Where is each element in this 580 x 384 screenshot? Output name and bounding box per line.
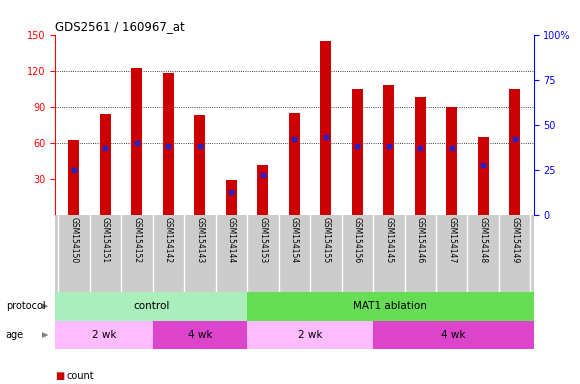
Text: GSM154147: GSM154147 <box>447 217 456 263</box>
Bar <box>55 292 247 321</box>
Bar <box>226 180 237 215</box>
Text: GSM154149: GSM154149 <box>510 217 519 263</box>
Bar <box>373 321 534 349</box>
Text: GSM154145: GSM154145 <box>385 217 393 263</box>
Text: MAT1 ablation: MAT1 ablation <box>353 301 427 311</box>
Bar <box>258 164 269 215</box>
Text: control: control <box>133 301 169 311</box>
Bar <box>509 89 520 215</box>
Text: GSM154150: GSM154150 <box>70 217 78 263</box>
Bar <box>55 321 153 349</box>
Text: count: count <box>67 371 95 381</box>
Text: age: age <box>6 330 24 340</box>
Text: GSM154148: GSM154148 <box>478 217 488 263</box>
Bar <box>153 321 247 349</box>
Text: GSM154156: GSM154156 <box>353 217 362 263</box>
Text: 2 wk: 2 wk <box>298 330 322 340</box>
Text: GSM154151: GSM154151 <box>101 217 110 263</box>
Text: 2 wk: 2 wk <box>92 330 116 340</box>
Bar <box>320 41 331 215</box>
Bar <box>415 97 426 215</box>
Bar <box>68 141 79 215</box>
Text: ■: ■ <box>55 371 64 381</box>
Text: 4 wk: 4 wk <box>441 330 466 340</box>
Text: GSM154153: GSM154153 <box>258 217 267 263</box>
Text: GSM154144: GSM154144 <box>227 217 236 263</box>
Bar <box>352 89 363 215</box>
Bar <box>247 292 534 321</box>
Bar <box>446 107 457 215</box>
Text: GSM154152: GSM154152 <box>132 217 142 263</box>
Text: GDS2561 / 160967_at: GDS2561 / 160967_at <box>55 20 185 33</box>
Text: GSM154146: GSM154146 <box>416 217 425 263</box>
Bar <box>100 114 111 215</box>
Text: 4 wk: 4 wk <box>188 330 212 340</box>
Bar <box>163 73 174 215</box>
Text: GSM154143: GSM154143 <box>195 217 204 263</box>
Bar <box>383 85 394 215</box>
Text: GSM154155: GSM154155 <box>321 217 331 263</box>
Bar <box>289 113 300 215</box>
Text: GSM154154: GSM154154 <box>290 217 299 263</box>
Text: GSM154142: GSM154142 <box>164 217 173 263</box>
Bar <box>478 137 489 215</box>
Bar <box>247 321 373 349</box>
Bar <box>132 68 143 215</box>
Bar <box>194 115 205 215</box>
Text: protocol: protocol <box>6 301 45 311</box>
